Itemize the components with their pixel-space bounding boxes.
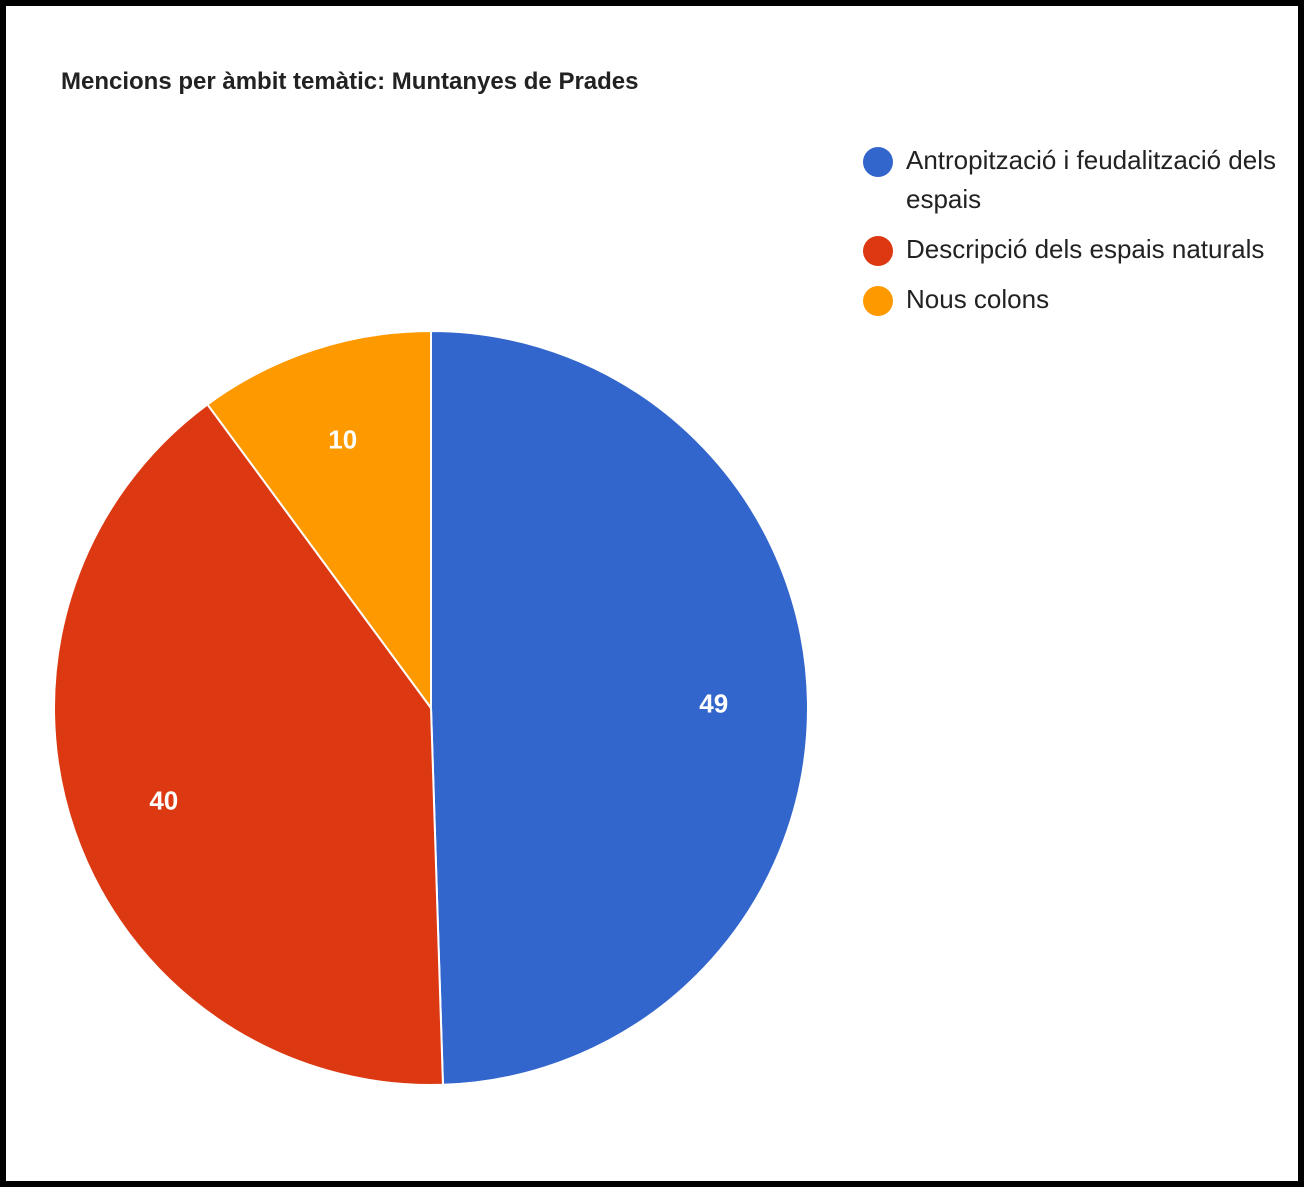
legend-swatch-icon [863, 286, 893, 316]
legend-item-descripcio[interactable]: Descripció dels espais naturals [863, 230, 1293, 269]
legend-swatch-icon [863, 236, 893, 266]
legend-label: Nous colons [906, 284, 1050, 314]
pie-chart: 49 40 10 [53, 329, 809, 1086]
slice-value-label: 49 [699, 689, 728, 719]
slice-value-label: 40 [149, 785, 178, 815]
slice-descripcio[interactable] [53, 403, 444, 1086]
legend-item-nous-colons[interactable]: Nous colons [863, 280, 1293, 319]
legend-item-antropitzacio[interactable]: Antropització i feudalització dels espai… [863, 141, 1293, 219]
legend-label: Descripció dels espais naturals [906, 234, 1265, 264]
slice-value-label: 10 [328, 424, 357, 454]
slice-antropitzacio[interactable] [430, 329, 809, 1086]
pie-slices [53, 329, 809, 1086]
chart-title: Mencions per àmbit temàtic: Muntanyes de… [61, 68, 639, 95]
pie-slice-labels: 49 40 10 [149, 424, 728, 815]
slice-nous-colons[interactable] [206, 329, 432, 712]
legend-label: Antropització i feudalització dels espai… [906, 145, 1276, 214]
legend: Antropització i feudalització dels espai… [863, 141, 1293, 330]
legend-swatch-icon [863, 147, 893, 177]
